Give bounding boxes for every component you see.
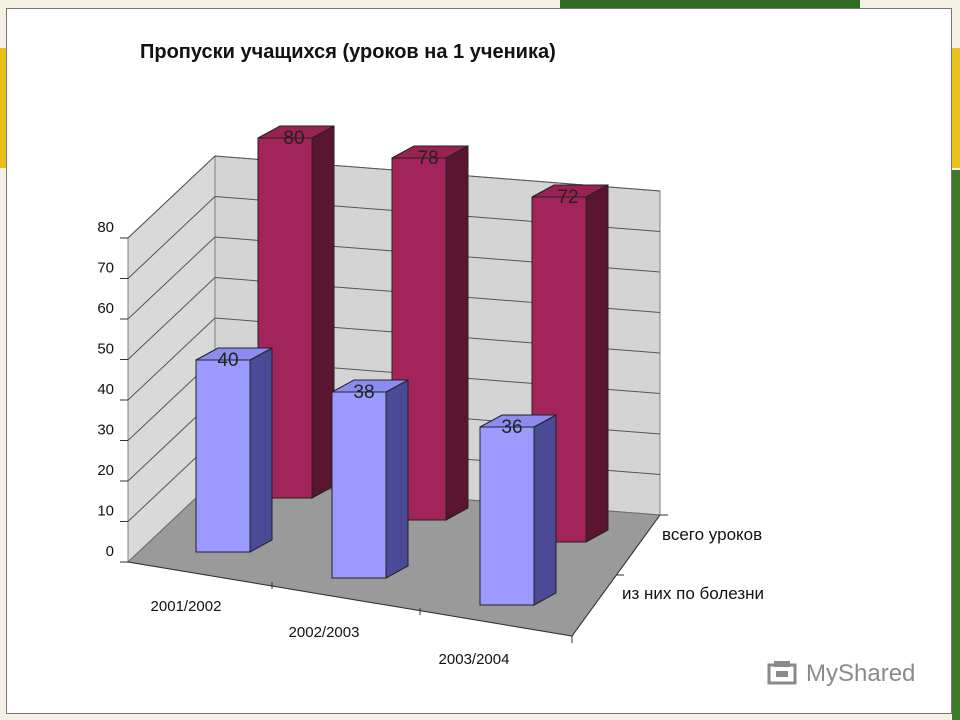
bar-total-top xyxy=(531,184,609,198)
bar-total-side xyxy=(311,125,335,499)
bar-illness-side xyxy=(385,379,409,579)
series-label-total: всего уроков xyxy=(662,525,762,544)
bar-total-side xyxy=(445,145,469,521)
y-tick-label: 80 xyxy=(97,219,114,236)
data-label: 72 xyxy=(557,187,578,208)
y-tick-label: 30 xyxy=(97,422,114,439)
gridline-80 xyxy=(127,155,661,239)
depth-axis: всего уроков из них по болезни xyxy=(571,514,764,637)
y-tick-label: 10 xyxy=(97,503,114,520)
data-label: 40 xyxy=(217,350,238,371)
background-edge-right xyxy=(952,170,960,720)
data-label: 38 xyxy=(353,382,374,403)
y-tick-label: 20 xyxy=(97,462,114,479)
data-label: 36 xyxy=(501,417,522,438)
x-axis: 2001/2002 2002/2003 2003/2004 xyxy=(127,561,573,668)
gridline-40 xyxy=(127,317,661,401)
bar-illness-top xyxy=(331,379,409,393)
data-label: 78 xyxy=(417,148,438,169)
x-tick-label: 2001/2002 xyxy=(151,598,222,615)
bar-illness xyxy=(331,379,409,579)
gridline-70 xyxy=(127,195,661,279)
y-tick-label: 60 xyxy=(97,300,114,317)
bar-illness-top xyxy=(479,414,557,428)
bar-illness-front xyxy=(331,391,387,579)
watermark-icon xyxy=(767,661,797,685)
y-axis: 0 10 20 30 40 50 60 70 80 xyxy=(97,219,128,563)
y-tick-label: 70 xyxy=(97,260,114,277)
bar-total-top xyxy=(257,125,335,139)
y-tick-label: 40 xyxy=(97,381,114,398)
y-tick-label: 0 xyxy=(106,543,114,560)
watermark-text: MyShared xyxy=(806,660,916,687)
bar-total-top xyxy=(391,145,469,159)
background-yellow-band-left xyxy=(0,48,8,168)
bar-illness xyxy=(479,414,557,606)
gridline-60 xyxy=(127,236,661,320)
y-tick-label: 50 xyxy=(97,341,114,358)
series-label-illness: из них по болезни xyxy=(622,584,764,603)
bar-illness-top xyxy=(195,347,273,361)
x-axis-line xyxy=(127,561,573,637)
data-label: 80 xyxy=(283,128,304,149)
gridline-50 xyxy=(127,276,661,360)
bar-illness-side xyxy=(533,414,557,606)
bar-illness-side xyxy=(249,347,273,553)
bars: 80 78 72 40 38 36 xyxy=(195,125,609,606)
bar-illness-front xyxy=(479,426,535,606)
x-tick-label: 2002/2003 xyxy=(289,624,360,641)
watermark: MyShared xyxy=(766,656,915,692)
chart-title: Пропуски учащихся (уроков на 1 ученика) xyxy=(140,41,556,63)
bar-illness-front xyxy=(195,359,251,553)
x-tick-label: 2003/2004 xyxy=(439,651,510,668)
bar-total-side xyxy=(585,184,609,543)
bar-illness xyxy=(195,347,273,553)
